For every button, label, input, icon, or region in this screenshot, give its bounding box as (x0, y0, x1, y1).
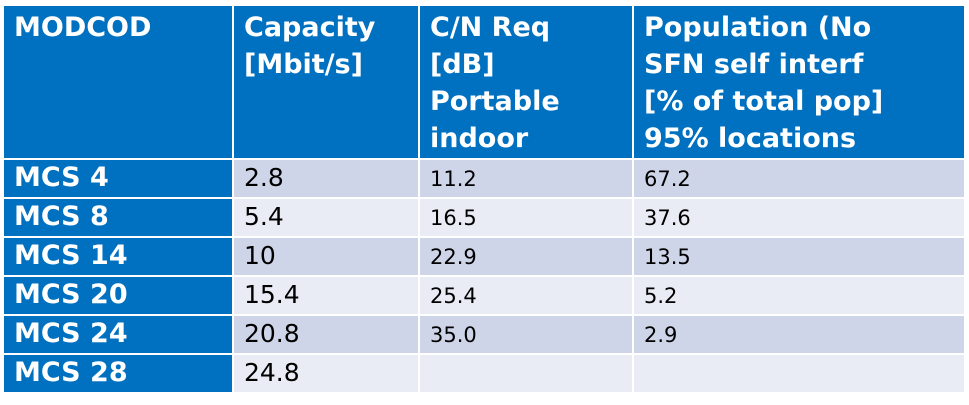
header-cn-line-3: Portable (430, 86, 560, 117)
row-cn: 16.5 (418, 197, 634, 238)
row-capacity: 2.8 (232, 158, 420, 199)
row-cn: 11.2 (418, 158, 634, 199)
header-population-line-1: Population (No (644, 12, 872, 43)
header-capacity-line-1: Capacity (244, 12, 376, 43)
table-row: MCS 4 2.8 11.2 67.2 (2, 158, 966, 199)
row-cn: 22.9 (418, 236, 634, 277)
table-row: MCS 8 5.4 16.5 37.6 (2, 197, 966, 238)
row-capacity: 24.8 (232, 353, 420, 394)
header-row: MODCOD Capacity [Mbit/s] C/N Req [dB] Po… (2, 4, 966, 160)
header-population: Population (No SFN self interf [% of tot… (632, 4, 966, 160)
table-row: MCS 20 15.4 25.4 5.2 (2, 275, 966, 316)
header-population-line-4: 95% locations (644, 123, 857, 154)
row-cn: 35.0 (418, 314, 634, 355)
modcod-table: MODCOD Capacity [Mbit/s] C/N Req [dB] Po… (2, 4, 966, 394)
header-population-line-3: [% of total pop] (644, 86, 884, 117)
row-population: 2.9 (632, 314, 966, 355)
row-modcod: MCS 20 (2, 275, 234, 316)
row-modcod: MCS 24 (2, 314, 234, 355)
row-population (632, 353, 966, 394)
row-population: 67.2 (632, 158, 966, 199)
header-cn-line-1: C/N Req (430, 12, 551, 43)
row-capacity: 20.8 (232, 314, 420, 355)
table-row: MCS 14 10 22.9 13.5 (2, 236, 966, 277)
row-cn: 25.4 (418, 275, 634, 316)
row-capacity: 15.4 (232, 275, 420, 316)
row-population: 5.2 (632, 275, 966, 316)
table-row: MCS 28 24.8 (2, 353, 966, 394)
table-row: MCS 24 20.8 35.0 2.9 (2, 314, 966, 355)
row-capacity: 10 (232, 236, 420, 277)
row-modcod: MCS 8 (2, 197, 234, 238)
header-cn-line-4: indoor (430, 123, 529, 154)
row-modcod: MCS 28 (2, 353, 234, 394)
header-capacity: Capacity [Mbit/s] (232, 4, 420, 160)
row-modcod: MCS 4 (2, 158, 234, 199)
header-cn-line-2: [dB] (430, 49, 495, 80)
header-capacity-line-2: [Mbit/s] (244, 49, 363, 80)
row-modcod: MCS 14 (2, 236, 234, 277)
row-population: 13.5 (632, 236, 966, 277)
header-population-line-2: SFN self interf (644, 49, 864, 80)
row-capacity: 5.4 (232, 197, 420, 238)
row-cn (418, 353, 634, 394)
row-population: 37.6 (632, 197, 966, 238)
header-modcod: MODCOD (2, 4, 234, 160)
header-cn-req: C/N Req [dB] Portable indoor (418, 4, 634, 160)
